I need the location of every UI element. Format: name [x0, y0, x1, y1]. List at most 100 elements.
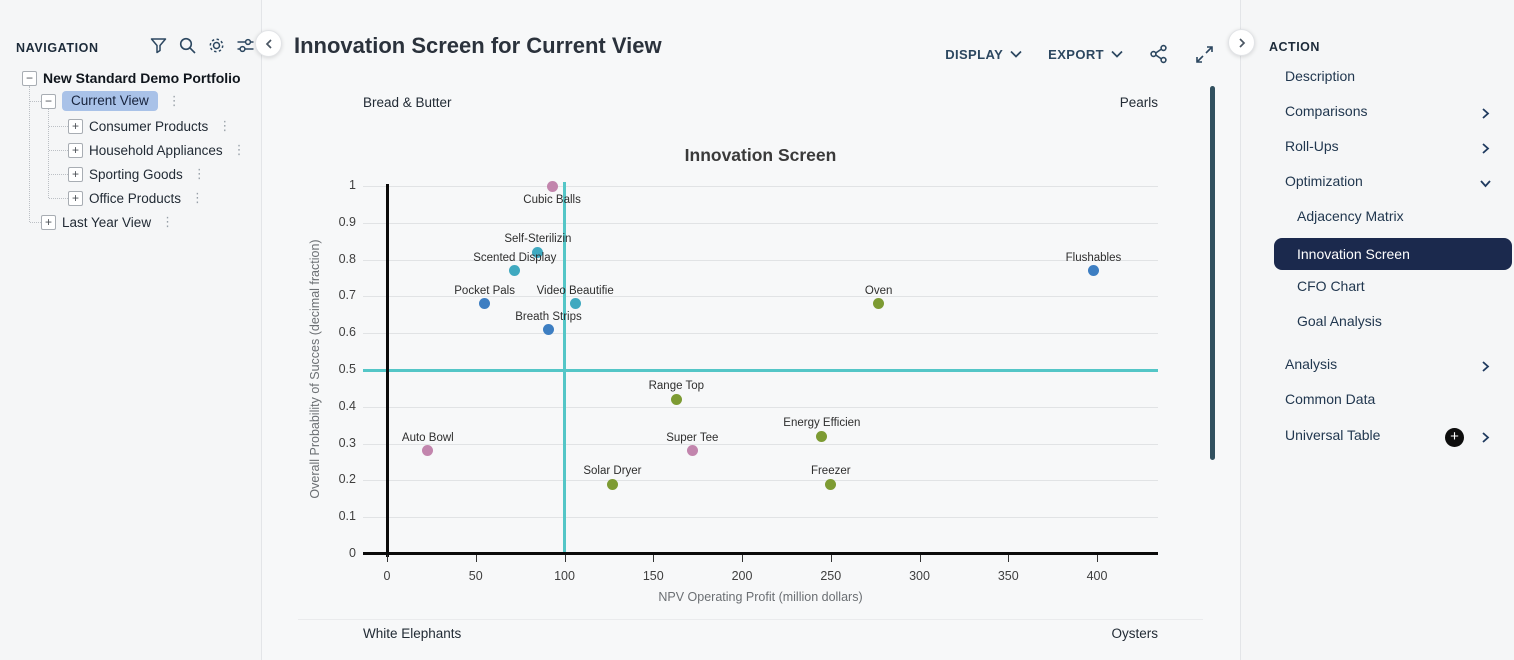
action-item-comparisons[interactable]: Comparisons: [1241, 103, 1514, 125]
data-point-energy-efficien[interactable]: [816, 430, 828, 442]
data-point-oven[interactable]: [873, 298, 885, 310]
kebab-menu-icon[interactable]: ⋮: [218, 118, 232, 133]
kebab-menu-icon[interactable]: ⋮: [192, 166, 206, 181]
data-point-solar-dryer[interactable]: [606, 478, 618, 490]
tree-item-current-view[interactable]: − Current View ⋮: [41, 90, 181, 112]
data-point-label: Super Tee: [666, 431, 719, 444]
y-tick-label: 0: [349, 546, 356, 560]
data-point-range-top[interactable]: [670, 393, 682, 405]
action-item-innovation-screen[interactable]: Innovation Screen: [1274, 238, 1512, 270]
share-icon[interactable]: [1149, 44, 1169, 64]
display-menu-label: DISPLAY: [945, 46, 1004, 62]
expand-right-panel-button[interactable]: [1228, 29, 1255, 56]
data-point-cubic-balls[interactable]: [546, 180, 558, 192]
add-icon[interactable]: +: [1445, 428, 1464, 447]
action-item-optimization[interactable]: Optimization: [1241, 173, 1514, 195]
kebab-menu-icon[interactable]: ⋮: [161, 214, 175, 229]
action-panel: ACTION Description Comparisons Roll-Ups Opt…: [1240, 0, 1514, 660]
action-item-goal-analysis[interactable]: Goal Analysis: [1241, 313, 1514, 335]
chevron-down-icon[interactable]: [1479, 177, 1492, 190]
action-item-universal-table[interactable]: Universal Table +: [1241, 427, 1514, 449]
action-item-label: Analysis: [1285, 356, 1338, 372]
action-item-cfo-chart[interactable]: CFO Chart: [1241, 278, 1514, 300]
data-point-self-sterilizin[interactable]: [532, 246, 544, 258]
action-item-label: Universal Table: [1285, 427, 1381, 443]
quadrant-label-bottom-left: White Elephants: [363, 626, 462, 641]
data-point-flushables[interactable]: [1087, 265, 1099, 277]
sliders-icon[interactable]: [236, 36, 255, 55]
data-point-scented-display[interactable]: [509, 265, 521, 277]
tree-connector: [29, 86, 30, 222]
gridline: [363, 333, 1158, 335]
tree-connector: [48, 109, 49, 198]
tree-item-label: Sporting Goods: [89, 166, 183, 182]
tree-item-label: New Standard Demo Portfolio: [43, 70, 241, 86]
kebab-menu-icon[interactable]: ⋮: [191, 190, 205, 205]
action-item-roll-ups[interactable]: Roll-Ups: [1241, 138, 1514, 160]
gridline: [363, 222, 1158, 224]
gridline: [363, 517, 1158, 519]
action-item-label: Innovation Screen: [1297, 246, 1410, 262]
action-item-description[interactable]: Description: [1241, 68, 1514, 90]
x-tick-label: 50: [468, 569, 483, 583]
expand-plus-icon[interactable]: +: [41, 214, 56, 230]
action-item-label: CFO Chart: [1297, 278, 1365, 294]
tree-item-household-appliances[interactable]: + Household Appliances ⋮: [68, 139, 246, 161]
vertical-scrollbar[interactable]: [1210, 86, 1215, 460]
gear-icon[interactable]: [207, 36, 226, 55]
chevron-right-icon[interactable]: [1479, 360, 1492, 373]
kebab-menu-icon[interactable]: ⋮: [232, 142, 246, 157]
chevron-down-icon: [1111, 50, 1123, 58]
action-item-adjacency-matrix[interactable]: Adjacency Matrix: [1241, 208, 1514, 230]
y-tick-label: 0.8: [338, 251, 356, 266]
filter-icon[interactable]: [149, 36, 168, 55]
data-point-auto-bowl[interactable]: [422, 445, 434, 457]
action-item-analysis[interactable]: Analysis: [1241, 356, 1514, 378]
export-menu-button[interactable]: EXPORT: [1048, 47, 1123, 62]
y-zero-axis: [385, 184, 389, 557]
action-item-label: Roll-Ups: [1285, 138, 1339, 154]
action-item-label: Optimization: [1285, 173, 1363, 189]
expand-icon[interactable]: [1195, 45, 1214, 64]
expand-plus-icon[interactable]: +: [68, 166, 83, 182]
y-tick-label: 0.3: [338, 435, 356, 450]
tree-item-new-standard-demo-portfolio[interactable]: − New Standard Demo Portfolio: [22, 67, 241, 89]
tree-connector: [49, 126, 68, 127]
chevron-left-icon: [265, 38, 272, 49]
display-menu-button[interactable]: DISPLAY: [945, 47, 1022, 62]
x-tick-mark: [475, 555, 477, 562]
tree-item-consumer-products[interactable]: + Consumer Products ⋮: [68, 115, 231, 137]
collapse-minus-icon[interactable]: −: [22, 70, 37, 86]
gridline: [363, 259, 1158, 261]
chevron-right-icon[interactable]: [1479, 431, 1492, 444]
data-point-pocket-pals[interactable]: [479, 298, 491, 310]
search-icon[interactable]: [178, 36, 197, 55]
tree-item-office-products[interactable]: + Office Products ⋮: [68, 187, 204, 209]
expand-plus-icon[interactable]: +: [68, 142, 83, 158]
tree-item-sporting-goods[interactable]: + Sporting Goods ⋮: [68, 163, 206, 185]
collapse-minus-icon[interactable]: −: [41, 93, 56, 109]
chevron-right-icon: [1238, 37, 1245, 48]
data-point-super-tee[interactable]: [686, 445, 698, 457]
tree-item-last-year-view[interactable]: + Last Year View ⋮: [41, 211, 174, 233]
data-point-freezer[interactable]: [825, 478, 837, 490]
tree-item-label: Current View: [62, 91, 158, 111]
kebab-menu-icon[interactable]: ⋮: [167, 93, 181, 108]
expand-plus-icon[interactable]: +: [68, 118, 83, 134]
tree-connector: [30, 222, 41, 223]
data-point-video-beautifie[interactable]: [569, 298, 581, 310]
x-tick-label: 0: [383, 569, 391, 583]
export-menu-label: EXPORT: [1048, 46, 1104, 62]
x-tick-label: 250: [820, 569, 842, 583]
action-item-common-data[interactable]: Common Data: [1241, 391, 1514, 413]
data-point-breath-strips[interactable]: [543, 324, 555, 336]
tree-item-label: Office Products: [89, 190, 182, 206]
y-tick-label: 0.7: [338, 288, 356, 303]
expand-plus-icon[interactable]: +: [68, 190, 83, 206]
data-point-label: Flushables: [1065, 251, 1122, 264]
gridline: [363, 480, 1158, 482]
chevron-right-icon[interactable]: [1479, 142, 1492, 155]
quadrant-label-bottom-right: Oysters: [1111, 626, 1158, 641]
chevron-right-icon[interactable]: [1479, 107, 1492, 120]
collapse-left-panel-button[interactable]: [255, 30, 282, 57]
